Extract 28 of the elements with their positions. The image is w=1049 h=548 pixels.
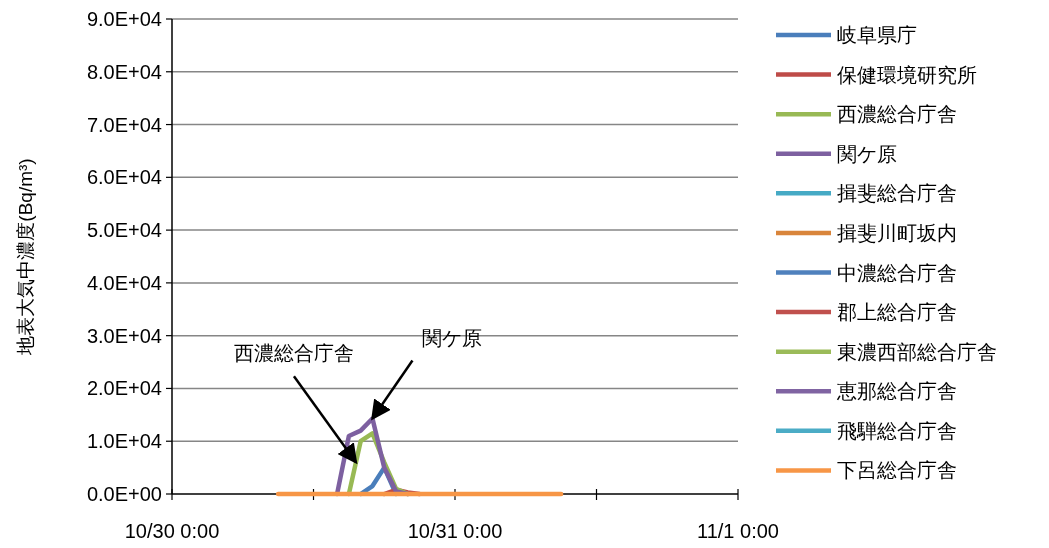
annotation: 西濃総合庁舎: [233, 342, 354, 365]
x-tick-label: 11/1 0:00: [697, 520, 779, 542]
legend-label: 下呂総合庁舎: [837, 459, 957, 482]
y-tick-label: 0.0E+00: [86, 483, 162, 505]
y-axis-title: 地表大気中濃度(Bq/m³): [15, 158, 36, 356]
legend-label: 郡上総合庁舎: [837, 301, 957, 324]
y-tick-label: 7.0E+04: [86, 113, 162, 136]
y-tick-label: 2.0E+04: [86, 377, 162, 400]
annotation: 関ケ原: [422, 326, 483, 349]
legend-label: 関ケ原: [837, 142, 897, 165]
y-tick-label: 6.0E+04: [86, 166, 162, 189]
legend-label: 保健環境研究所: [837, 63, 977, 86]
y-tick-label: 8.0E+04: [86, 60, 162, 83]
legend-label: 岐阜県庁: [837, 24, 917, 46]
y-tick-label: 3.0E+04: [86, 324, 162, 347]
y-tick-label: 4.0E+04: [86, 271, 162, 294]
x-tick-label: 10/31 0:00: [407, 520, 503, 542]
y-tick-label: 5.0E+04: [86, 219, 162, 242]
legend-label: 中濃総合庁舎: [837, 261, 957, 284]
legend-label: 西濃総合庁舎: [837, 103, 957, 126]
legend-label: 飛騨総合庁舎: [837, 419, 957, 442]
legend-label: 揖斐川町坂内: [837, 221, 957, 244]
y-tick-label: 1.0E+04: [86, 430, 162, 453]
x-tick-label: 10/30 0:00: [124, 520, 220, 542]
legend-label: 東濃西部総合庁舎: [837, 340, 997, 363]
y-tick-label: 9.0E+04: [86, 8, 162, 30]
legend-label: 恵那総合庁舎: [836, 380, 957, 403]
legend-label: 揖斐総合庁舎: [837, 182, 957, 205]
